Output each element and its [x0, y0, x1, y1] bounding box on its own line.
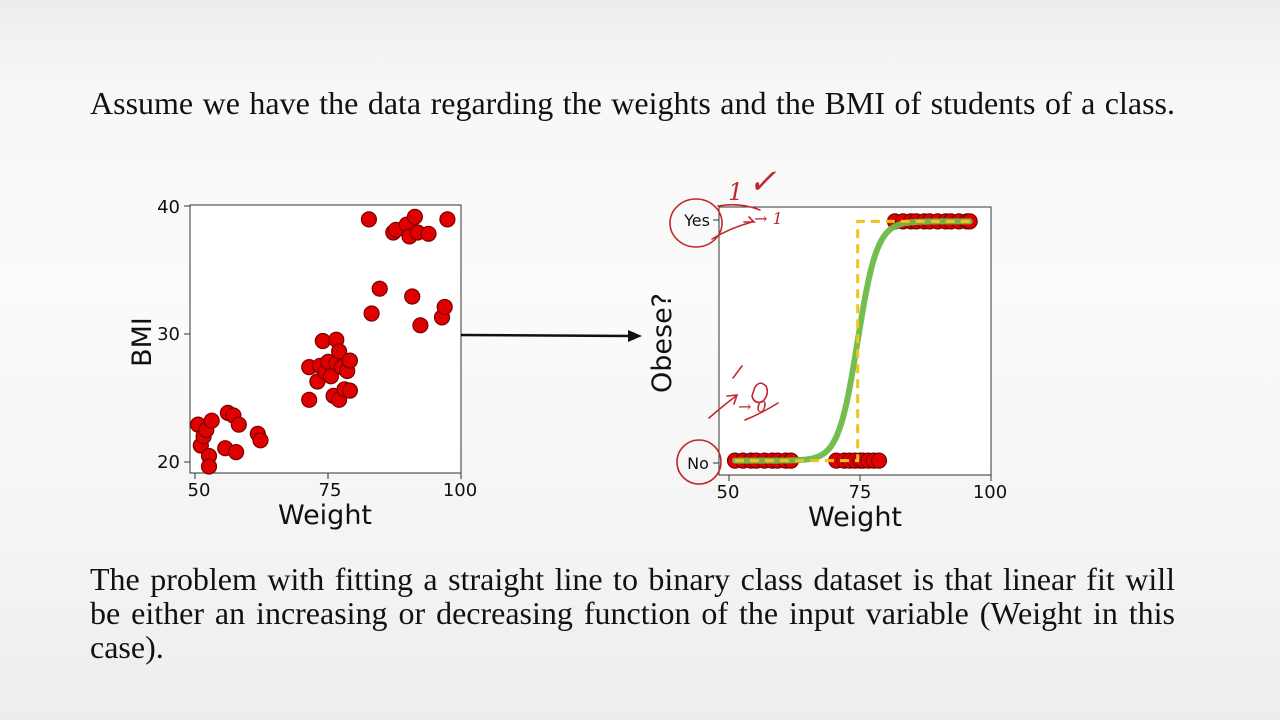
- handwritten-one: 1: [728, 178, 743, 206]
- data-point: [230, 416, 247, 433]
- bmi-xtick-label: 50: [188, 480, 211, 501]
- data-point: [870, 452, 888, 469]
- data-point: [228, 444, 245, 461]
- ink-stroke: [751, 382, 769, 404]
- handwritten-annotations: [669, 198, 779, 485]
- circle-no-annotation: [676, 439, 722, 485]
- data-point: [341, 352, 358, 369]
- ink-stroke: [732, 365, 743, 379]
- circle-yes-annotation: [669, 198, 723, 248]
- handwriting-text: 1 ✓ → 1 → 0: [728, 162, 783, 416]
- bmi-ytick-label: 30: [157, 324, 180, 345]
- ytick-label-no: No: [687, 454, 709, 473]
- obese-classification-chart: Yes No 50 75 100 Weight Obese?: [647, 206, 1007, 533]
- bmi-ytick-label: 40: [157, 197, 180, 218]
- data-point: [420, 225, 437, 242]
- data-point: [371, 280, 388, 297]
- obese-xtick-label: 50: [717, 482, 740, 503]
- data-point: [404, 288, 421, 305]
- data-point: [200, 458, 218, 475]
- obese-xtick-label: 100: [973, 482, 1007, 503]
- handwritten-arrow-one: → 1: [754, 209, 783, 228]
- data-point: [406, 208, 423, 225]
- ink-stroke: [744, 402, 779, 421]
- step-threshold-line: [735, 219, 970, 463]
- bmi-ytick-label: 20: [157, 452, 180, 473]
- bmi-scatter-chart: 20 30 40 50 75 100 Weight BMI: [127, 197, 477, 531]
- ink-stroke: [711, 221, 753, 240]
- data-point: [301, 391, 318, 408]
- data-point: [436, 298, 453, 316]
- data-point: [331, 343, 348, 360]
- logistic-fit-curve: [732, 218, 973, 464]
- arrow-shaft: [460, 333, 631, 338]
- transform-arrow: [460, 330, 642, 342]
- data-point: [439, 211, 456, 228]
- data-point: [314, 332, 331, 350]
- bmi-points-group: [190, 208, 456, 475]
- bmi-xtick-label: 75: [319, 480, 342, 501]
- bmi-xtick-label: 100: [443, 480, 477, 501]
- obese-xtick-label: 75: [849, 482, 872, 503]
- handwritten-arrow-zero: → 0: [738, 397, 767, 416]
- ink-stroke: [743, 216, 756, 223]
- ytick-label-yes: Yes: [683, 211, 710, 230]
- data-point: [341, 382, 358, 399]
- intro-text: Assume we have the data regarding the we…: [90, 85, 1175, 121]
- bmi-yaxis-label: BMI: [127, 317, 158, 367]
- conclusion-text: The problem with fitting a straight line…: [90, 561, 1175, 665]
- ink-stroke: [708, 395, 737, 419]
- data-point: [360, 211, 377, 228]
- arrow-head: [628, 330, 642, 342]
- data-point: [363, 305, 380, 322]
- ink-stroke: [726, 394, 739, 405]
- obese-xaxis-label: Weight: [808, 502, 902, 533]
- ink-stroke: [717, 203, 761, 211]
- obese-yaxis-label: Obese?: [647, 293, 678, 393]
- handwritten-check: ✓: [748, 162, 777, 202]
- bmi-xaxis-label: Weight: [278, 500, 372, 531]
- data-point: [252, 432, 269, 449]
- data-point: [203, 412, 220, 429]
- data-point: [412, 317, 429, 334]
